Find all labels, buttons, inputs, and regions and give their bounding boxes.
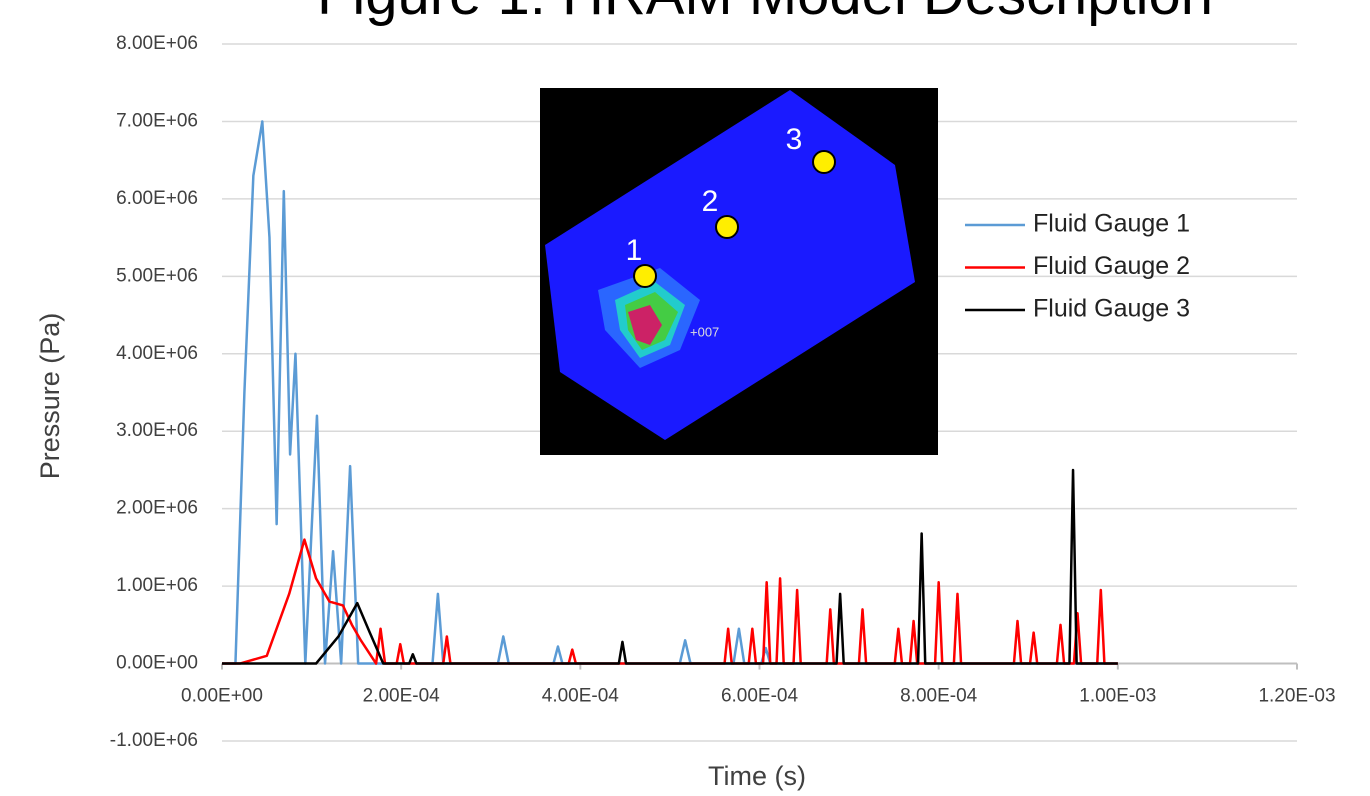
- x-tick-label: 0.00E+00: [181, 686, 263, 707]
- y-tick-label: 5.00E+06: [116, 265, 198, 286]
- legend-label: Fluid Gauge 2: [1033, 252, 1190, 280]
- x-tick-label: 8.00E-04: [900, 686, 978, 707]
- y-tick-label: 6.00E+06: [116, 188, 198, 209]
- chart-title: Figure 1: HRAM Model Description: [317, 0, 1213, 27]
- y-tick-label: 1.00E+06: [116, 575, 198, 596]
- y-tick-label: 7.00E+06: [116, 110, 198, 131]
- chart: Figure 1: HRAM Model Description Time (s…: [0, 0, 1370, 796]
- x-tick-label: 2.00E-04: [363, 686, 441, 707]
- y-tick-label: 4.00E+06: [116, 343, 198, 364]
- legend: Fluid Gauge 1 Fluid Gauge 2 Fluid Gauge 3: [965, 210, 1190, 323]
- gauge-label: 3: [786, 123, 803, 156]
- legend-label: Fluid Gauge 3: [1033, 295, 1190, 323]
- y-tick-label: 2.00E+06: [116, 498, 198, 519]
- y-tick-label: 0.00E+00: [116, 653, 198, 674]
- y-tick-label: -1.00E+06: [110, 730, 198, 751]
- x-tick-label: 1.00E-03: [1079, 686, 1156, 707]
- legend-label: Fluid Gauge 1: [1033, 210, 1190, 238]
- model-inset: 1 2 3 +007: [540, 88, 938, 455]
- gauge-label: 2: [702, 185, 719, 218]
- y-axis-title: Pressure (Pa): [35, 313, 65, 480]
- y-tick-label: 8.00E+06: [116, 33, 198, 54]
- gauge-marker: [813, 151, 835, 173]
- contour-label: +007: [690, 324, 719, 339]
- x-tick-label: 1.20E-03: [1258, 686, 1335, 707]
- x-axis-title: Time (s): [708, 761, 806, 791]
- x-tick-label: 4.00E-04: [542, 686, 620, 707]
- x-tick-label: 6.00E-04: [721, 686, 799, 707]
- gauge-marker: [716, 216, 738, 238]
- gauge-label: 1: [626, 234, 643, 267]
- gauge-marker: [634, 265, 656, 287]
- y-tick-label: 3.00E+06: [116, 420, 198, 441]
